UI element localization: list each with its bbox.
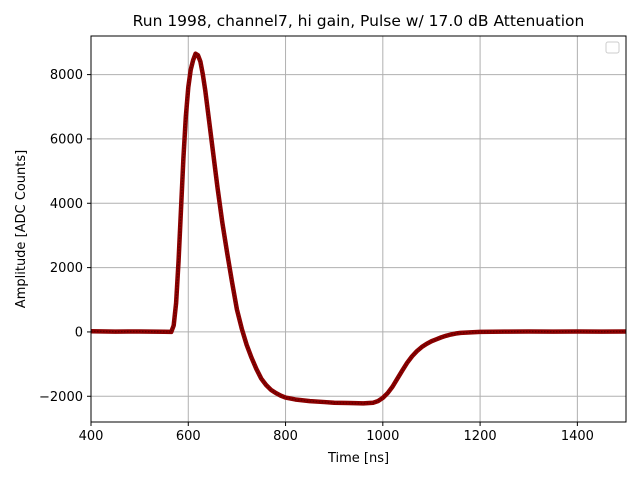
y-tick-label: 6000 — [50, 132, 83, 147]
x-tick-label: 1000 — [366, 429, 399, 444]
chart-title: Run 1998, channel7, hi gain, Pulse w/ 17… — [133, 12, 585, 30]
x-axis-label: Time [ns] — [327, 451, 389, 466]
x-tick-label: 1400 — [561, 429, 594, 444]
x-tick-label: 400 — [79, 429, 104, 444]
ticks: 400 600 800 1000 1200 1400 −2000 0 2000 4000 6000 8… — [39, 68, 594, 444]
y-tick-label: −2000 — [39, 390, 83, 405]
y-tick-label: 0 — [75, 325, 83, 340]
axes-frame — [90, 35, 627, 423]
legend-box — [605, 41, 620, 54]
x-tick-label: 600 — [176, 429, 201, 444]
grid — [90, 36, 626, 422]
y-tick-label: 2000 — [50, 261, 83, 276]
y-axis-label: Amplitude [ADC Counts] — [14, 150, 29, 308]
x-tick-label: 1200 — [464, 429, 497, 444]
series-markers — [91, 52, 626, 404]
x-tick-label: 800 — [273, 429, 298, 444]
y-tick-label: 8000 — [50, 68, 83, 83]
y-tick-label: 4000 — [50, 197, 83, 212]
plot-area — [91, 51, 626, 406]
